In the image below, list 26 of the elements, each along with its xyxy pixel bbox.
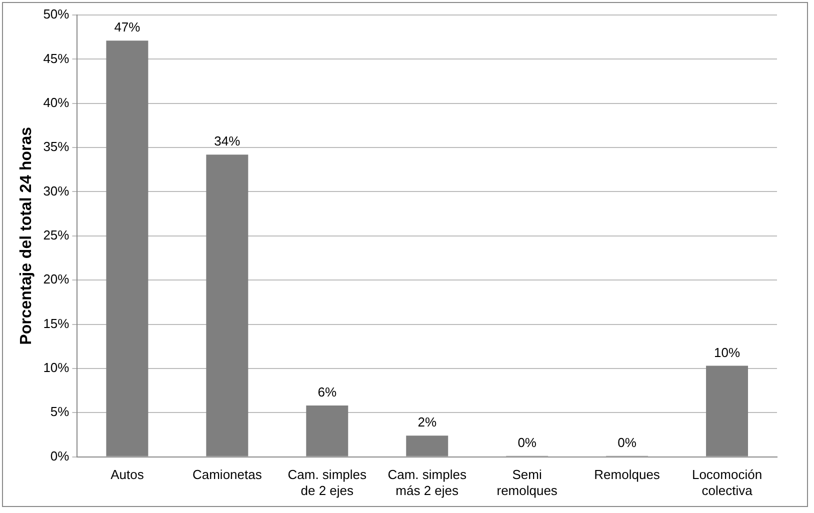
data-label: 47% — [114, 20, 141, 35]
y-tick-label: 35% — [43, 139, 70, 154]
y-tick-label: 40% — [43, 94, 70, 110]
y-tick-label: 45% — [43, 50, 70, 66]
y-tick-label: 10% — [43, 360, 70, 376]
y-tick-label: 0% — [50, 448, 70, 464]
data-label: 0% — [618, 434, 637, 450]
y-tick-label: 50% — [43, 6, 70, 22]
x-tick-label: Autos — [110, 467, 144, 482]
x-tick-label: Cam. simples más 2 ejes — [388, 467, 467, 498]
y-axis-title: Porcentaje del total 24 horas — [18, 126, 36, 345]
data-label: 10% — [714, 344, 740, 360]
x-tick-label: Semi remolques — [496, 467, 558, 498]
y-tick-label: 5% — [50, 404, 70, 420]
y-tick-label: 15% — [43, 316, 70, 331]
x-tick-label: Camionetas — [192, 467, 262, 482]
y-tick-label: 30% — [43, 183, 70, 198]
x-tick-label: Cam. simples de 2 ejes — [288, 467, 367, 498]
x-tick-label: Remolques — [594, 467, 660, 482]
y-tick-label: 20% — [43, 272, 70, 287]
data-label: 2% — [418, 414, 437, 430]
x-tick-label: Locomoción colectiva — [692, 467, 762, 498]
data-label: 6% — [318, 384, 337, 400]
data-label: 34% — [214, 134, 241, 149]
y-tick-label: 25% — [43, 227, 70, 242]
data-label: 0% — [518, 434, 537, 450]
